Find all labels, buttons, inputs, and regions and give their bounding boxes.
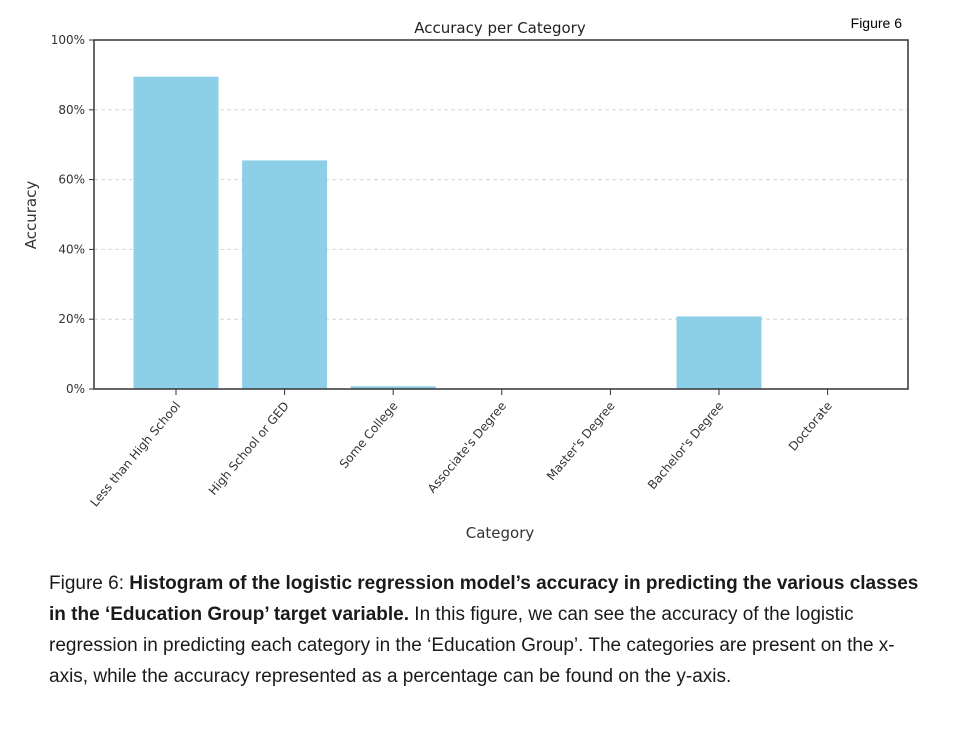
caption-bold: Histogram of the logistic regression mod… xyxy=(49,573,919,625)
x-tick-label: Some College xyxy=(337,399,401,471)
y-axis-label: Accuracy xyxy=(22,181,40,250)
bars xyxy=(133,76,762,390)
y-tick-label: 100% xyxy=(51,33,85,47)
y-tick-label: 80% xyxy=(58,103,85,117)
bar xyxy=(242,160,328,389)
bar-chart: Accuracy per Category 0% 20% 40% 60% 80% 100%… xyxy=(22,19,909,542)
bar xyxy=(133,76,219,390)
x-tick-label: Master's Degree xyxy=(544,399,618,483)
caption-body: In this figure, we can see the accuracy … xyxy=(49,604,895,687)
figure-caption: Figure 6: Histogram of the logistic regr… xyxy=(49,568,921,692)
figure-tag: Figure 6 xyxy=(850,15,902,31)
bar xyxy=(676,316,762,389)
y-axis: 0% 20% 40% 60% 80% 100% xyxy=(51,33,94,396)
chart-title: Accuracy per Category xyxy=(414,19,586,37)
y-tick-label: 20% xyxy=(58,312,85,326)
x-tick-label: High School or GED xyxy=(206,399,292,498)
x-tick-label: Less than High School xyxy=(87,399,183,509)
x-tick-label: Doctorate xyxy=(786,399,835,454)
x-axis: Less than High School High School or GED S… xyxy=(87,389,835,509)
y-tick-label: 60% xyxy=(58,173,85,187)
x-tick-label: Bachelor's Degree xyxy=(645,399,726,492)
x-axis-label: Category xyxy=(466,524,535,542)
y-tick-label: 40% xyxy=(58,242,85,256)
bar xyxy=(350,386,436,389)
plot-frame xyxy=(93,39,909,390)
y-tick-label: 0% xyxy=(66,382,85,396)
x-tick-label: Associate's Degree xyxy=(425,399,509,496)
caption-prefix: Figure 6: xyxy=(49,573,130,594)
gridlines xyxy=(94,109,908,320)
